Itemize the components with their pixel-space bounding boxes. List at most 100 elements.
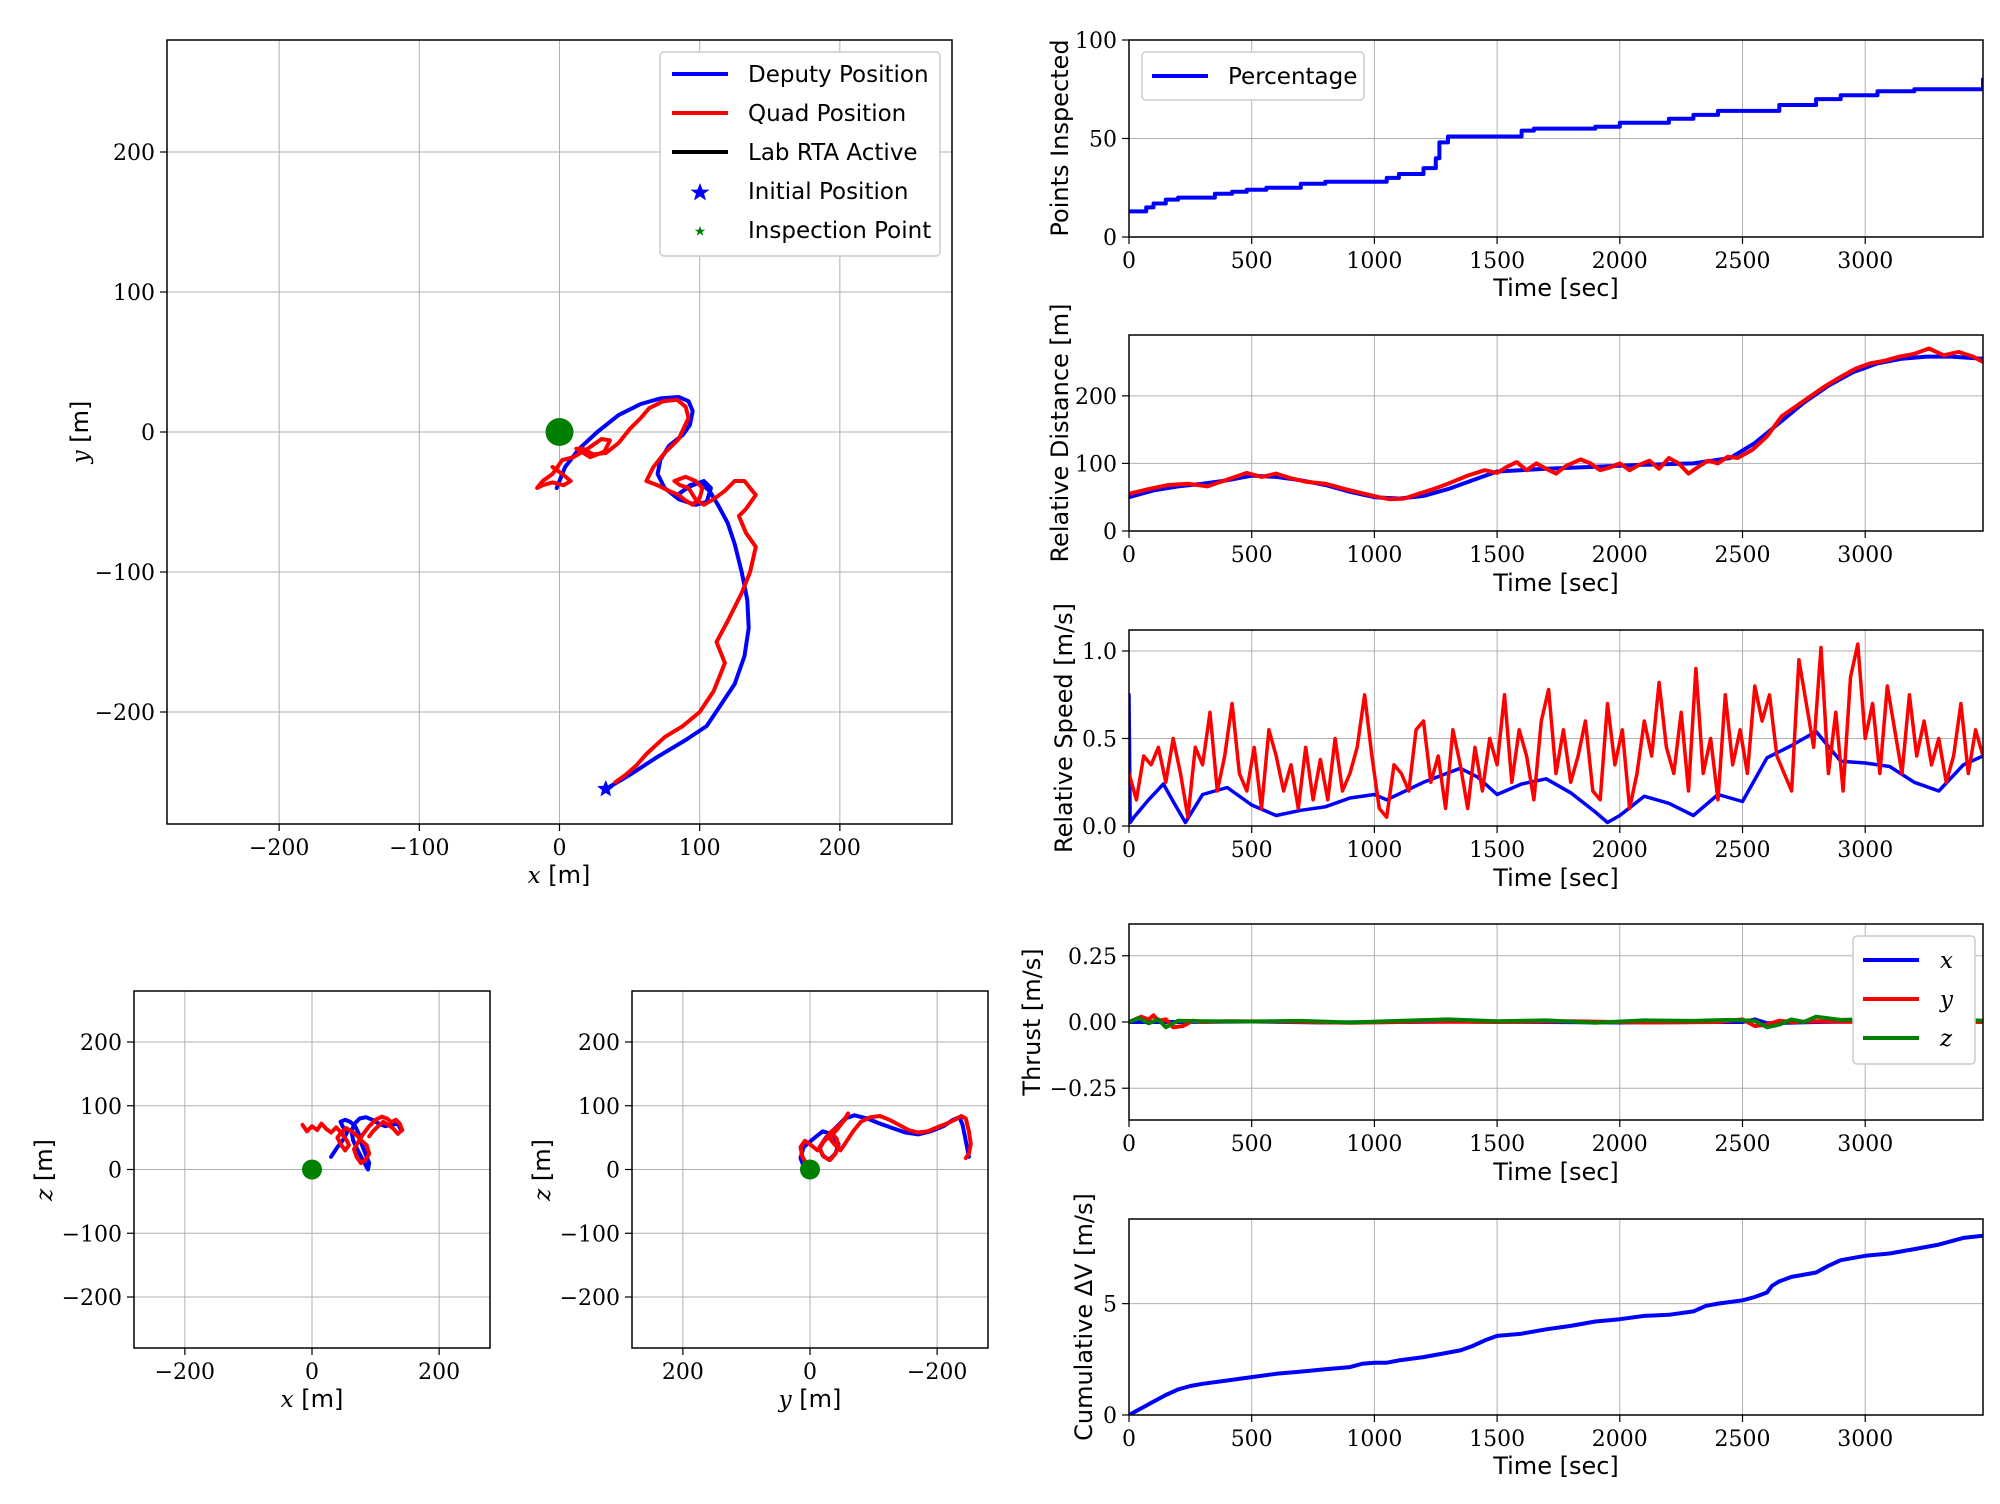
xy-xtick-label: 0 — [553, 836, 567, 861]
th-xtick-label: 2500 — [1715, 1132, 1771, 1157]
xy-legend: Deputy Position Quad Position Lab RTA Ac… — [659, 51, 941, 257]
dv-frame — [1128, 1218, 1984, 1416]
dv-ytick-label: 5 — [1103, 1293, 1117, 1318]
xz-ylabel-unit: [m] — [30, 1139, 58, 1189]
pi-xtick-label: 1500 — [1469, 249, 1525, 274]
rd-grid — [1128, 335, 1983, 532]
pi-xtick-label: 500 — [1231, 249, 1273, 274]
rs-ticks: 0 500 1000 1500 2000 2500 3000 0.0 0.5 1.0 — [1082, 640, 1893, 863]
th-ytick-label: −0.25 — [1050, 1077, 1117, 1102]
pi-ticks: 0 500 1000 1500 2000 2500 3000 0 50 100 — [1075, 29, 1893, 274]
yz-series-quad-position — [798, 1111, 973, 1172]
rs-ytick-label: 1.0 — [1082, 640, 1117, 665]
xy-xtick-label: 200 — [819, 836, 861, 861]
panel-thrust: 0 500 1000 1500 2000 2500 3000 −0.25 0.00 0.25 Ti… — [1018, 923, 1984, 1186]
xy-xlabel-unit: [m] — [541, 861, 591, 889]
xy-ylabel: y [m] — [66, 401, 94, 465]
xz-ytick-label: 200 — [80, 1031, 122, 1056]
pi-legend-label: Percentage — [1228, 64, 1357, 90]
xz-xlabel-unit: [m] — [294, 1385, 344, 1413]
rs-series-quad — [1129, 642, 1983, 820]
rd-xtick-label: 2500 — [1715, 543, 1771, 568]
xy-xtick-label: −100 — [389, 836, 449, 861]
dv-ylabel: Cumulative ΔV [m/s] — [1070, 1193, 1098, 1441]
xy-xlabel: x [m] — [528, 861, 591, 889]
dv-ytick-label: 0 — [1103, 1404, 1117, 1429]
pi-ytick-label: 50 — [1089, 128, 1117, 153]
th-ytick-label: 0.25 — [1068, 945, 1117, 970]
yz-series — [798, 1111, 973, 1180]
xy-series — [535, 395, 758, 797]
xz-ytick-label: 100 — [80, 1095, 122, 1120]
th-xtick-label: 3000 — [1837, 1132, 1893, 1157]
pi-legend-box — [1141, 51, 1365, 101]
rs-frame — [1128, 629, 1984, 827]
rd-frame — [1128, 334, 1984, 532]
dv-ticks: 0 500 1000 1500 2000 2500 3000 0 5 — [1103, 1293, 1893, 1452]
xy-xlabel-var: x — [528, 863, 541, 889]
rs-series — [1129, 642, 1983, 825]
pi-series-percentage — [1129, 77, 1983, 214]
xz-grid — [134, 991, 490, 1348]
pi-xtick-label: 1000 — [1346, 249, 1402, 274]
xy-ticks: −200 −100 0 100 200 −200 −100 0 100 200 — [95, 141, 861, 861]
panel-xz: −200 0 200 −200 −100 0 100 200 x [m] z [m] — [30, 990, 491, 1413]
pi-xtick-label: 0 — [1122, 249, 1136, 274]
xy-xtick-label: 100 — [679, 836, 721, 861]
rd-xtick-label: 1500 — [1469, 543, 1525, 568]
th-xtick-label: 2000 — [1592, 1132, 1648, 1157]
th-ticks: 0 500 1000 1500 2000 2500 3000 −0.25 0.00 0.25 — [1050, 945, 1894, 1157]
yz-ytick-label: 0 — [606, 1159, 620, 1184]
yz-ytick-label: 200 — [578, 1031, 620, 1056]
rd-ytick-label: 100 — [1075, 452, 1117, 477]
yz-xtick-label: 200 — [662, 1360, 704, 1385]
th-legend: x y z — [1852, 935, 1976, 1065]
xy-legend-label-rta: Lab RTA Active — [748, 140, 918, 166]
xy-legend-label-initial: Initial Position — [748, 179, 909, 205]
dv-xlabel: Time [sec] — [1492, 1452, 1619, 1480]
yz-ytick-label: 100 — [578, 1095, 620, 1120]
rs-xtick-label: 2500 — [1715, 838, 1771, 863]
dv-series — [1129, 1233, 1983, 1415]
panel-xy: −200 −100 0 100 200 −200 −100 0 100 200 x [m] y [… — [66, 39, 953, 889]
pi-ytick-label: 100 — [1075, 29, 1117, 54]
xy-ytick-label: 200 — [113, 141, 155, 166]
pi-xtick-label: 2500 — [1715, 249, 1771, 274]
yz-xtick-label: 0 — [803, 1360, 817, 1385]
yz-xlabel: y [m] — [778, 1385, 842, 1413]
pi-legend: Percentage — [1141, 51, 1365, 101]
xy-xtick-label: −200 — [249, 836, 309, 861]
dv-xtick-label: 2500 — [1715, 1427, 1771, 1452]
rd-ytick-label: 0 — [1103, 520, 1117, 545]
xz-ylabel: z [m] — [30, 1139, 58, 1202]
yz-ylabel-unit: [m] — [528, 1139, 556, 1189]
rs-xlabel: Time [sec] — [1492, 864, 1619, 892]
xz-series-quad-position — [300, 1114, 405, 1166]
xz-xtick-label: 0 — [305, 1360, 319, 1385]
rd-series-quad — [1129, 346, 1983, 502]
rs-ytick-label: 0.0 — [1082, 815, 1117, 840]
xz-xtick-label: 200 — [418, 1360, 460, 1385]
xy-legend-marker-initial — [690, 183, 710, 201]
dv-xtick-label: 0 — [1122, 1427, 1136, 1452]
rs-series-deputy — [1129, 693, 1983, 825]
xy-inspection-point-marker — [545, 418, 574, 446]
dv-xtick-label: 2000 — [1592, 1427, 1648, 1452]
rd-ytick-label: 200 — [1075, 385, 1117, 410]
th-ylabel: Thrust [m/s] — [1018, 948, 1046, 1096]
yz-xtick-label: −200 — [907, 1360, 967, 1385]
xy-legend-label-inspection: Inspection Point — [748, 218, 931, 244]
xy-ytick-label: 100 — [113, 281, 155, 306]
rs-xtick-label: 2000 — [1592, 838, 1648, 863]
yz-ytick-label: −200 — [560, 1286, 620, 1311]
rs-xtick-label: 3000 — [1837, 838, 1893, 863]
pi-series — [1129, 77, 1983, 214]
th-xtick-label: 1000 — [1346, 1132, 1402, 1157]
panel-yz: 200 0 −200 −200 −100 0 100 200 y [m] z [m] — [528, 990, 989, 1413]
rd-series — [1129, 346, 1983, 502]
rd-xtick-label: 500 — [1231, 543, 1273, 568]
xz-ylabel-var: z — [32, 1188, 58, 1202]
rs-xtick-label: 1000 — [1346, 838, 1402, 863]
xy-legend-label-quad: Quad Position — [748, 101, 906, 127]
